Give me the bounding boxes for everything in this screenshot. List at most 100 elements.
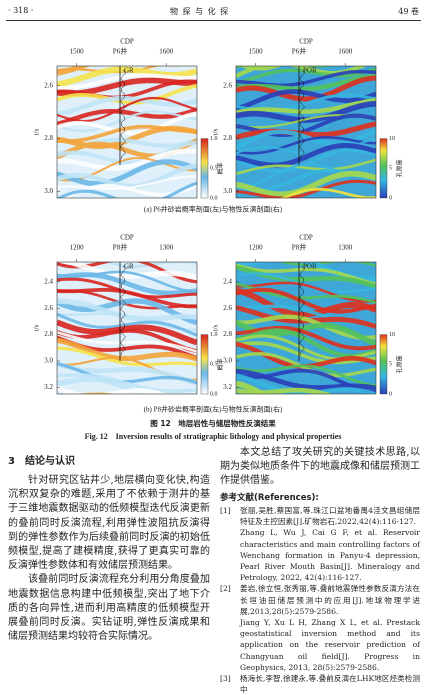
left-column: 针对研究区钻井少,地层横向变化快,构造沉积双复杂的难题,采用了不依赖于测井的基于… [8, 474, 210, 644]
colorbar-label: 概率 [216, 358, 224, 370]
colorbar-tick-label: 0.0 [210, 195, 218, 201]
subcaption: (a) P6井砂岩概率剖面(左)与物性反演剖面(右) [144, 205, 283, 214]
page-number: · 318 · [8, 6, 34, 15]
colorbar [379, 334, 388, 395]
seismic-layer [57, 262, 197, 281]
y-tick-label: 2.6 [223, 81, 232, 89]
y-tick-label: 3.0 [223, 187, 232, 195]
reference-text: 杨海长,李智,徐建永,等.叠前反演在LHK地区烃类检测中 [240, 674, 420, 695]
seismic-layer [57, 373, 197, 393]
seismic-layer [236, 380, 269, 394]
seismic-layer [103, 262, 197, 268]
seismic-layer [236, 368, 376, 391]
y-tick-label: 2.6 [44, 81, 53, 89]
paragraph: 该叠前同时反演流程充分利用分角度叠加地震数据信息构建中低频模型,突出了地下介质的… [8, 574, 210, 643]
well-log [120, 265, 126, 356]
seismic-layer [57, 73, 197, 90]
seismic-layer [236, 170, 376, 198]
log-label: GR [124, 263, 134, 271]
seismic-layer [57, 163, 197, 189]
seismic-layer [236, 135, 376, 155]
cdp-label: CDP [120, 38, 134, 46]
reference: [2] 姜岩,徐立恒,张秀丽,等.叠前地震弹性参数反演方法在长垣油田储层预测中的应… [220, 583, 420, 673]
seismic-layer [57, 328, 197, 354]
x-tick-label: 1600 [159, 48, 174, 56]
colorbar-tick-label: 1.0 [210, 136, 218, 142]
references-heading: 参考文献(References): [220, 493, 319, 503]
well-label: P6井 [113, 47, 127, 56]
well-label: P8井 [292, 243, 306, 252]
colorbar [200, 138, 209, 199]
seismic-layer [57, 107, 197, 127]
colorbar-tick-label: 0.5 [210, 166, 218, 172]
seismic-layer [57, 66, 180, 76]
colorbar-tick-label: 10 [389, 332, 395, 338]
seismic-section [57, 262, 197, 394]
seismic-layer [57, 346, 197, 367]
y-tick-label: 2.6 [223, 304, 232, 312]
volume: 49 卷 [398, 7, 419, 16]
well-log [299, 265, 305, 356]
seismic-layer [236, 142, 376, 168]
colorbar-tick-label: 1.0 [210, 332, 218, 338]
reference: [1] 张丽,吴胜,蔡国富,等.珠江口盆地番禺4洼文昌组储层特征及主控因素[J].… [220, 505, 420, 583]
seismic-layer [57, 83, 197, 105]
y-tick-label: 2.8 [223, 330, 232, 338]
x-tick-label: 1200 [70, 244, 85, 252]
y-tick-label: 2.8 [223, 134, 232, 142]
reference-text: Jiang Y, Xu L H, Zhang X L, et al. Prest… [240, 618, 420, 672]
log-label: GR [124, 67, 134, 75]
seismic-layer [57, 272, 197, 296]
seismic-layer [236, 352, 376, 378]
paragraph: 针对研究区钻井少,地层横向变化快,构造沉积双复杂的难题,采用了不依赖于测井的基于… [8, 475, 210, 572]
colorbar-tick-label: 5 [389, 362, 392, 368]
colorbar-tick-label: 10 [389, 136, 395, 142]
panel-frame [56, 65, 198, 199]
y-tick-label: 2.8 [44, 134, 53, 142]
seismic-layer [236, 287, 376, 314]
seismic-layer [57, 140, 197, 165]
y-tick-label: 2.6 [44, 304, 53, 312]
seismic-layer [236, 364, 376, 387]
seismic-layer [57, 331, 197, 353]
colorbar-tick-label: 0.0 [210, 391, 218, 397]
seismic-layer [57, 95, 197, 117]
x-tick-label: 1300 [159, 244, 174, 252]
seismic-layer [278, 262, 376, 268]
seismic-layer [236, 89, 376, 111]
seismic-layer [57, 298, 197, 326]
well-label: P6井 [292, 47, 306, 56]
seismic-section [57, 66, 197, 198]
colorbar-label: 孔隙度 [395, 355, 403, 373]
log-label: POR [303, 67, 317, 75]
reference-number: [2] [220, 584, 231, 594]
seismic-layer [57, 148, 197, 171]
y-axis-label: t/s [33, 324, 41, 331]
seismic-layer [236, 75, 376, 102]
cdp-label: CDP [299, 38, 313, 46]
y-tick-label: 2.4 [44, 277, 53, 285]
seismic-layer [57, 319, 197, 346]
reference-text: 姜岩,徐立恒,张秀丽,等.叠前地震弹性参数反演方法在长垣油田储层预测中的应用[J… [240, 584, 420, 616]
seismic-layer [236, 373, 376, 394]
seismic-layer [236, 121, 376, 140]
x-tick-label: 1300 [338, 244, 353, 252]
paragraph: 本文总结了攻关研究的关键技术思路,以期为类似地质条件下的地震成像和储层预测工作提… [220, 447, 420, 487]
y-tick-label: 3.0 [44, 357, 53, 365]
seismic-layer [236, 328, 376, 359]
figure-title-en: Fig. 12 Inversion results of stratigraph… [85, 432, 342, 441]
page: · 318 · 物 探 与 化 探 49 卷 (a) P6井砂岩概率剖面(左)与… [6, 6, 421, 695]
colorbar-label: 孔隙度 [395, 159, 403, 177]
x-tick-label: 1500 [249, 48, 264, 56]
reference-list: [1] 张丽,吴胜,蔡国富,等.珠江口盆地番禺4洼文昌组储层特征及主控因素[J].… [220, 505, 420, 695]
figure: (a) P6井砂岩概率剖面(左)与物性反演剖面(右) (b) P8井砂岩概率剖面… [33, 38, 404, 441]
y-axis-label: t/s [33, 128, 41, 135]
journal-name: 物 探 与 化 探 [170, 7, 230, 16]
section-heading: 3 结论与认识 [8, 456, 75, 467]
colorbar [200, 334, 209, 395]
seismic-layer [236, 69, 376, 87]
seismic-layer [57, 110, 197, 133]
seismic-layer [57, 159, 197, 187]
x-tick-label: 1600 [338, 48, 353, 56]
colorbar-tick-label: 0 [389, 195, 392, 201]
